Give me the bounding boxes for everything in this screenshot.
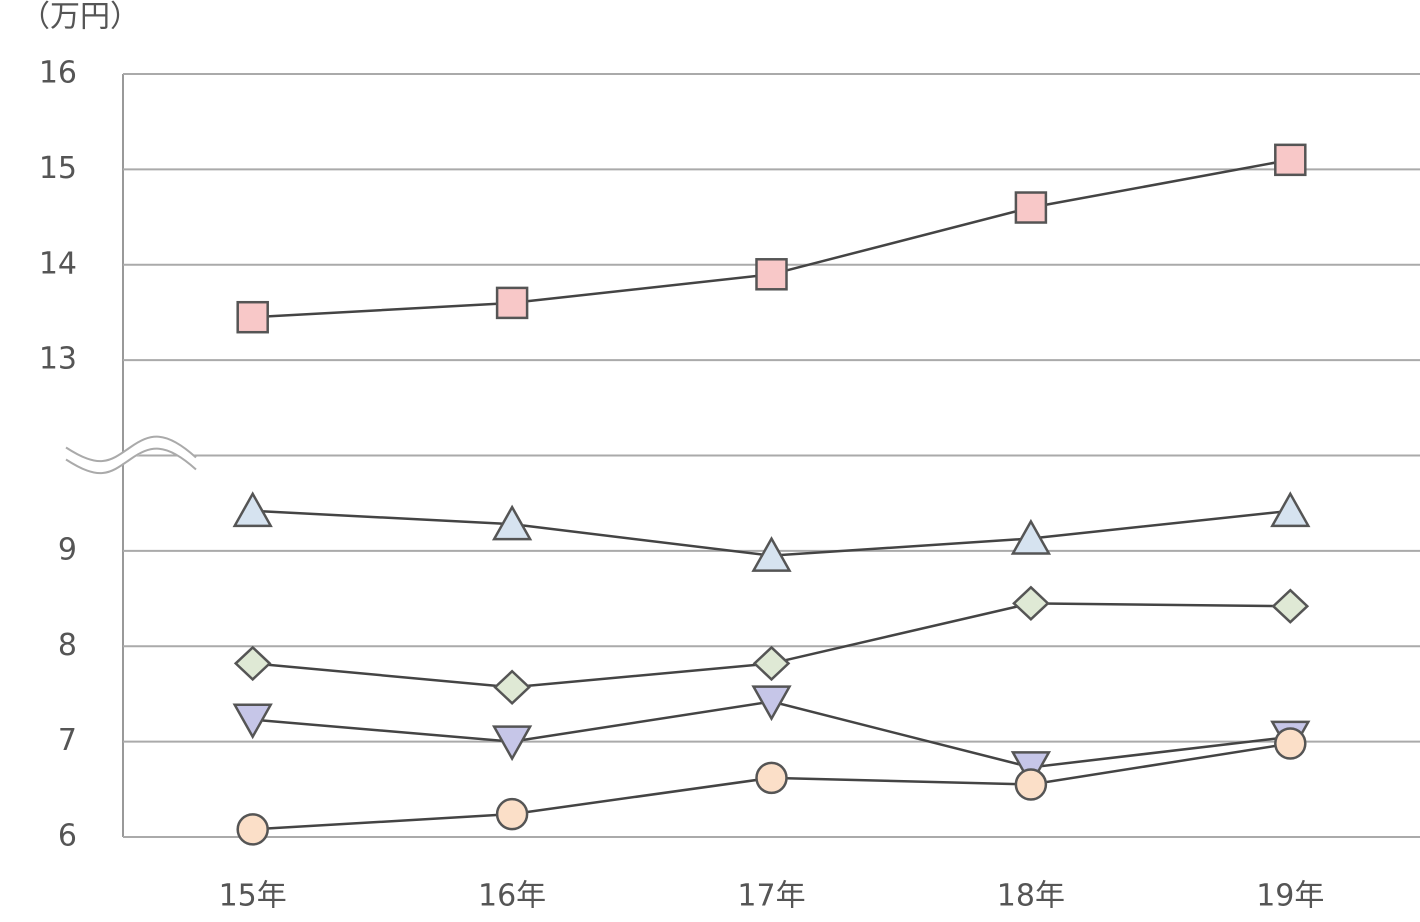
x-tick-label: 16年 xyxy=(478,879,546,914)
y-tick-label: 9 xyxy=(58,532,77,567)
marker xyxy=(236,300,269,334)
marker xyxy=(751,685,792,722)
series-line xyxy=(252,158,1291,319)
y-tick-label: 15 xyxy=(39,151,77,186)
marker xyxy=(493,669,531,705)
marker xyxy=(232,703,273,740)
x-tick-label: 19年 xyxy=(1256,879,1324,914)
marker xyxy=(1010,518,1052,555)
marker xyxy=(236,813,269,846)
y-tick-label: 8 xyxy=(58,628,77,663)
x-tick-label: 17年 xyxy=(737,879,805,914)
marker xyxy=(495,286,529,320)
y-tick-label: 6 xyxy=(58,819,77,854)
marker xyxy=(495,797,529,831)
marker xyxy=(1014,191,1048,224)
marker xyxy=(751,536,792,572)
marker xyxy=(1274,727,1307,760)
y-tick-label: 7 xyxy=(58,723,77,758)
marker xyxy=(1270,491,1311,528)
axis-break-line xyxy=(65,447,197,475)
axis-break-line xyxy=(65,435,197,463)
y-unit-label: （万円） xyxy=(20,0,140,35)
marker xyxy=(1274,143,1307,177)
marker xyxy=(752,645,791,682)
marker xyxy=(491,504,533,541)
marker xyxy=(491,725,533,762)
marker xyxy=(233,645,272,682)
marker xyxy=(755,258,788,291)
marker xyxy=(1014,768,1048,801)
y-tick-label: 13 xyxy=(39,342,77,377)
x-tick-label: 18年 xyxy=(997,879,1065,914)
y-tick-label: 16 xyxy=(39,56,77,91)
marker xyxy=(1271,588,1310,624)
marker xyxy=(1012,585,1050,622)
axis-break-bg xyxy=(66,436,196,472)
x-tick-label: 15年 xyxy=(219,879,287,914)
marker xyxy=(232,491,273,528)
marker xyxy=(755,761,788,795)
y-tick-label: 14 xyxy=(39,246,77,281)
